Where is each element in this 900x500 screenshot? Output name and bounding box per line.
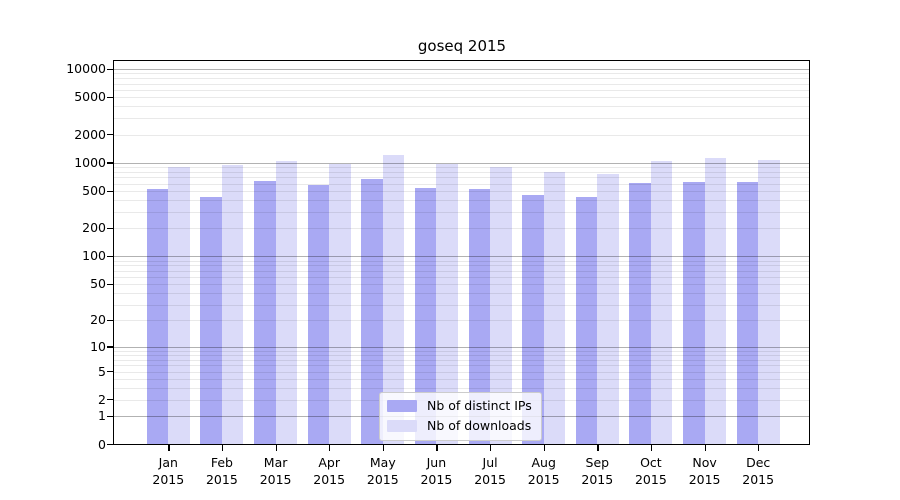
- y-tick-label-100: 100: [82, 248, 106, 264]
- gridline-minor: [114, 78, 810, 80]
- y-tick: [107, 444, 113, 446]
- x-tick-label-aug: Aug 2015: [527, 455, 560, 487]
- gridline-major: [114, 69, 810, 71]
- bar-distinct-ips-nov: [683, 181, 705, 445]
- bar-downloads-oct: [650, 160, 673, 445]
- gridline-minor: [114, 73, 810, 75]
- y-tick-label-1000: 1000: [74, 154, 106, 170]
- x-tick: [382, 445, 385, 451]
- bar-downloads-dec: [758, 160, 780, 445]
- bar-downloads-aug: [543, 172, 566, 445]
- y-tick-label-2: 2: [98, 391, 106, 407]
- bar-distinct-ips-feb: [200, 197, 222, 445]
- x-tick-label-dec: Dec 2015: [742, 455, 775, 487]
- gridline-minor: [114, 83, 810, 85]
- x-tick: [329, 445, 331, 451]
- x-tick-label-apr: Apr 2015: [313, 455, 346, 487]
- x-tick-label-jul: Jul 2015: [474, 455, 506, 487]
- x-tick: [650, 445, 653, 451]
- y-tick: [107, 162, 113, 164]
- y-tick: [107, 190, 113, 192]
- y-tick-label-50: 50: [90, 276, 106, 292]
- y-tick-label-1: 1: [98, 408, 106, 424]
- y-tick: [107, 283, 113, 285]
- bar-distinct-ips-apr: [307, 184, 330, 445]
- gridline-minor: [114, 97, 810, 99]
- x-tick: [221, 445, 224, 451]
- x-tick: [436, 445, 438, 451]
- legend-item: Nb of downloads: [387, 418, 532, 434]
- y-tick: [107, 96, 113, 99]
- bar-downloads-sep: [597, 173, 619, 445]
- bar-downloads-nov: [704, 157, 727, 445]
- bar-downloads-may: [382, 155, 405, 445]
- bar-distinct-ips-jun: [414, 188, 437, 445]
- gridline-minor: [114, 89, 810, 91]
- x-tick-label-jun: Jun 2015: [420, 455, 453, 487]
- bar-downloads-feb: [221, 164, 244, 445]
- bar-distinct-ips-sep: [575, 197, 598, 445]
- x-tick: [758, 445, 760, 451]
- legend-label-distinct-ips: Nb of distinct IPs: [427, 398, 532, 413]
- y-tick: [107, 399, 113, 401]
- bar-distinct-ips-jan: [146, 189, 169, 445]
- x-tick: [168, 445, 170, 451]
- gridline-minor: [114, 118, 810, 120]
- y-tick: [107, 415, 113, 417]
- x-tick: [704, 445, 706, 451]
- legend-item: Nb of distinct IPs: [387, 398, 532, 414]
- gridline-minor: [114, 134, 810, 136]
- x-tick-label-nov: Nov 2015: [688, 455, 721, 487]
- x-tick-label-sep: Sep 2015: [581, 455, 614, 487]
- x-tick: [490, 445, 492, 451]
- y-tick: [107, 346, 113, 348]
- y-tick-label-200: 200: [82, 220, 106, 236]
- y-tick-label-10: 10: [90, 338, 106, 354]
- bar-downloads-mar: [275, 161, 298, 445]
- x-tick-label-feb: Feb 2015: [205, 455, 238, 487]
- y-tick: [107, 319, 113, 322]
- bar-downloads-jul: [490, 166, 512, 445]
- gridline-minor: [114, 106, 810, 108]
- bar-distinct-ips-oct: [629, 182, 651, 445]
- bar-downloads-apr: [329, 164, 351, 445]
- x-tick-label-oct: Oct 2015: [634, 455, 667, 487]
- bar-distinct-ips-may: [361, 179, 383, 445]
- legend-label-downloads: Nb of downloads: [427, 418, 532, 433]
- x-tick-label-mar: Mar 2015: [259, 455, 292, 487]
- y-tick: [107, 371, 113, 373]
- x-tick: [543, 445, 545, 451]
- x-tick: [597, 445, 599, 451]
- y-tick-label-2000: 2000: [74, 126, 106, 142]
- bar-distinct-ips-dec: [736, 182, 759, 445]
- x-tick: [275, 445, 277, 451]
- y-tick-label-500: 500: [82, 183, 106, 199]
- x-tick-label-may: May 2015: [366, 455, 399, 487]
- y-tick: [107, 255, 113, 258]
- y-tick: [107, 68, 113, 70]
- bar-downloads-jan: [168, 167, 190, 445]
- y-tick-label-20: 20: [90, 312, 106, 328]
- y-tick: [107, 134, 113, 136]
- bar-downloads-jun: [436, 163, 458, 445]
- y-tick-label-5000: 5000: [74, 89, 106, 105]
- y-tick-label-5: 5: [98, 363, 106, 379]
- y-tick: [107, 227, 113, 230]
- bar-distinct-ips-jul: [468, 189, 491, 445]
- legend: Nb of distinct IPs Nb of downloads: [379, 392, 542, 441]
- chart-title: goseq 2015: [417, 37, 507, 55]
- y-tick-label-10000: 10000: [66, 61, 106, 77]
- y-tick-label-0: 0: [98, 436, 106, 452]
- bar-distinct-ips-mar: [254, 181, 276, 445]
- legend-swatch-distinct-ips: [387, 400, 417, 412]
- bar-distinct-ips-aug: [522, 195, 544, 445]
- legend-swatch-downloads: [387, 420, 417, 432]
- x-tick-label-jan: Jan 2015: [152, 455, 185, 487]
